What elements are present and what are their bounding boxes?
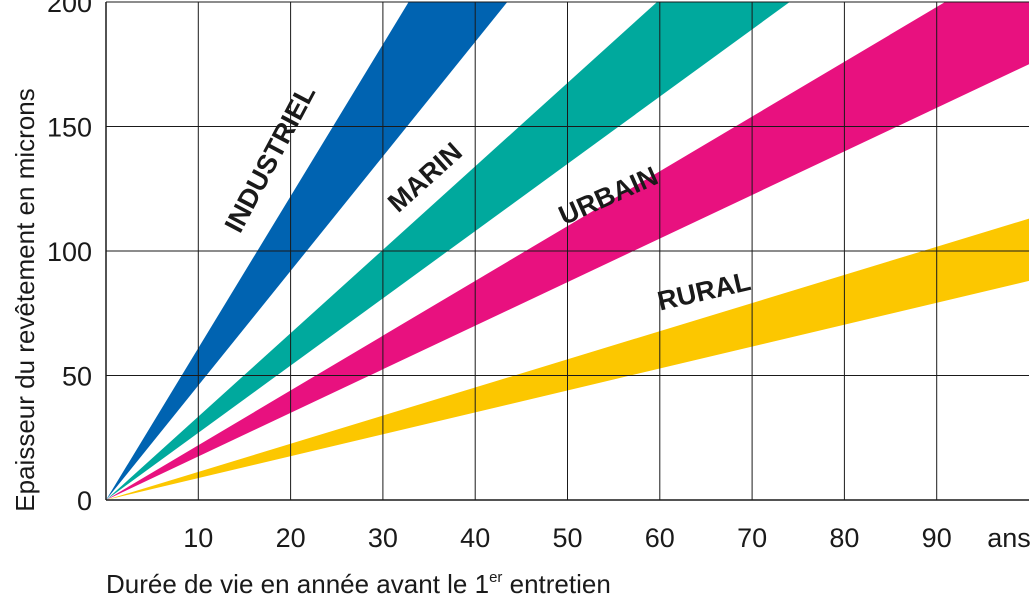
y-tick-50: 50 [62, 362, 92, 392]
x-tick-20: 20 [276, 523, 306, 553]
tick-labels-layer: 10 20 30 40 50 60 70 80 90 0 50 100 150 200 [47, 0, 952, 553]
y-axis-title: Epaisseur du revêtement en microns [10, 88, 40, 511]
grid-layer [105, 1, 1029, 501]
x-tick-90: 90 [922, 523, 952, 553]
x-tick-60: 60 [645, 523, 675, 553]
x-axis-title-superscript: er [489, 569, 502, 586]
x-axis-title-main: Durée de vie en année avant le 1 [106, 569, 489, 599]
x-axis-title-suffix: entretien [502, 569, 610, 599]
y-tick-150: 150 [47, 113, 92, 143]
y-tick-100: 100 [47, 237, 92, 267]
y-tick-0: 0 [77, 486, 92, 516]
x-tick-30: 30 [368, 523, 398, 553]
x-tick-70: 70 [737, 523, 767, 553]
y-tick-200: 200 [47, 0, 92, 18]
x-unit-label: ans [987, 523, 1030, 553]
x-axis-title: Durée de vie en année avant le 1er entre… [106, 569, 611, 599]
x-tick-80: 80 [829, 523, 859, 553]
x-tick-40: 40 [460, 523, 490, 553]
x-tick-10: 10 [183, 523, 213, 553]
x-tick-50: 50 [552, 523, 582, 553]
